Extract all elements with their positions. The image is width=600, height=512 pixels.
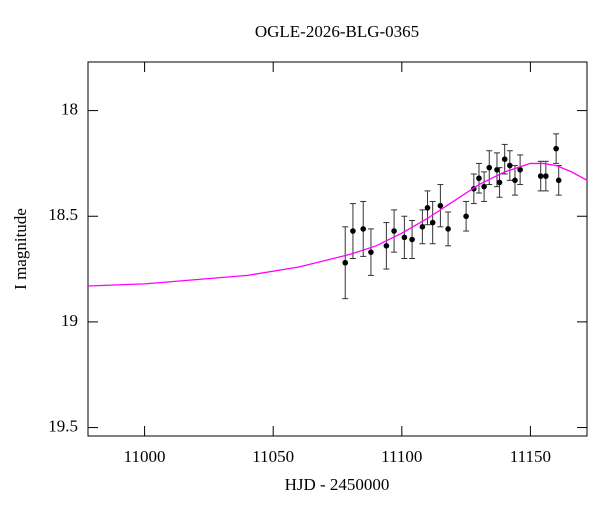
data-point [383, 243, 390, 249]
plot-frame [87, 61, 588, 437]
data-point [501, 156, 508, 162]
data-point [555, 177, 562, 184]
data-point [553, 145, 559, 152]
x-tick-label: 11000 [124, 447, 166, 466]
data-point [350, 228, 356, 234]
data-point [543, 173, 549, 179]
y-tick-label: 18.5 [48, 205, 78, 224]
data-point [368, 249, 374, 255]
data-point [401, 234, 408, 241]
y-tick-label: 19 [61, 311, 78, 330]
data-point [512, 177, 518, 184]
data-point [517, 166, 523, 173]
data-point [537, 173, 544, 179]
data-point [494, 166, 500, 173]
data-point [342, 259, 349, 266]
x-tick-label: 11050 [252, 447, 294, 466]
model-curve [87, 162, 588, 287]
y-tick-label: 18 [61, 100, 78, 119]
data-point [360, 226, 367, 232]
data-point [486, 164, 493, 171]
data-point [409, 236, 415, 243]
x-tick-label: 11150 [510, 447, 551, 466]
data-point [476, 175, 482, 182]
x-tick-label: 11100 [381, 447, 422, 466]
data-point [424, 204, 431, 211]
y-axis-label: I magnitude [11, 208, 30, 290]
data-point [496, 179, 503, 186]
data-point [463, 213, 469, 220]
data-point [429, 219, 436, 226]
data-point [445, 226, 451, 232]
data-point [507, 162, 513, 169]
x-axis-label: HJD - 2450000 [285, 475, 390, 494]
data-point [419, 224, 426, 230]
data-point [437, 202, 444, 209]
y-tick-label: 19.5 [48, 416, 78, 435]
data-point [391, 228, 397, 234]
chart-title: OGLE-2026-BLG-0365 [255, 22, 419, 41]
data-point [481, 183, 487, 190]
